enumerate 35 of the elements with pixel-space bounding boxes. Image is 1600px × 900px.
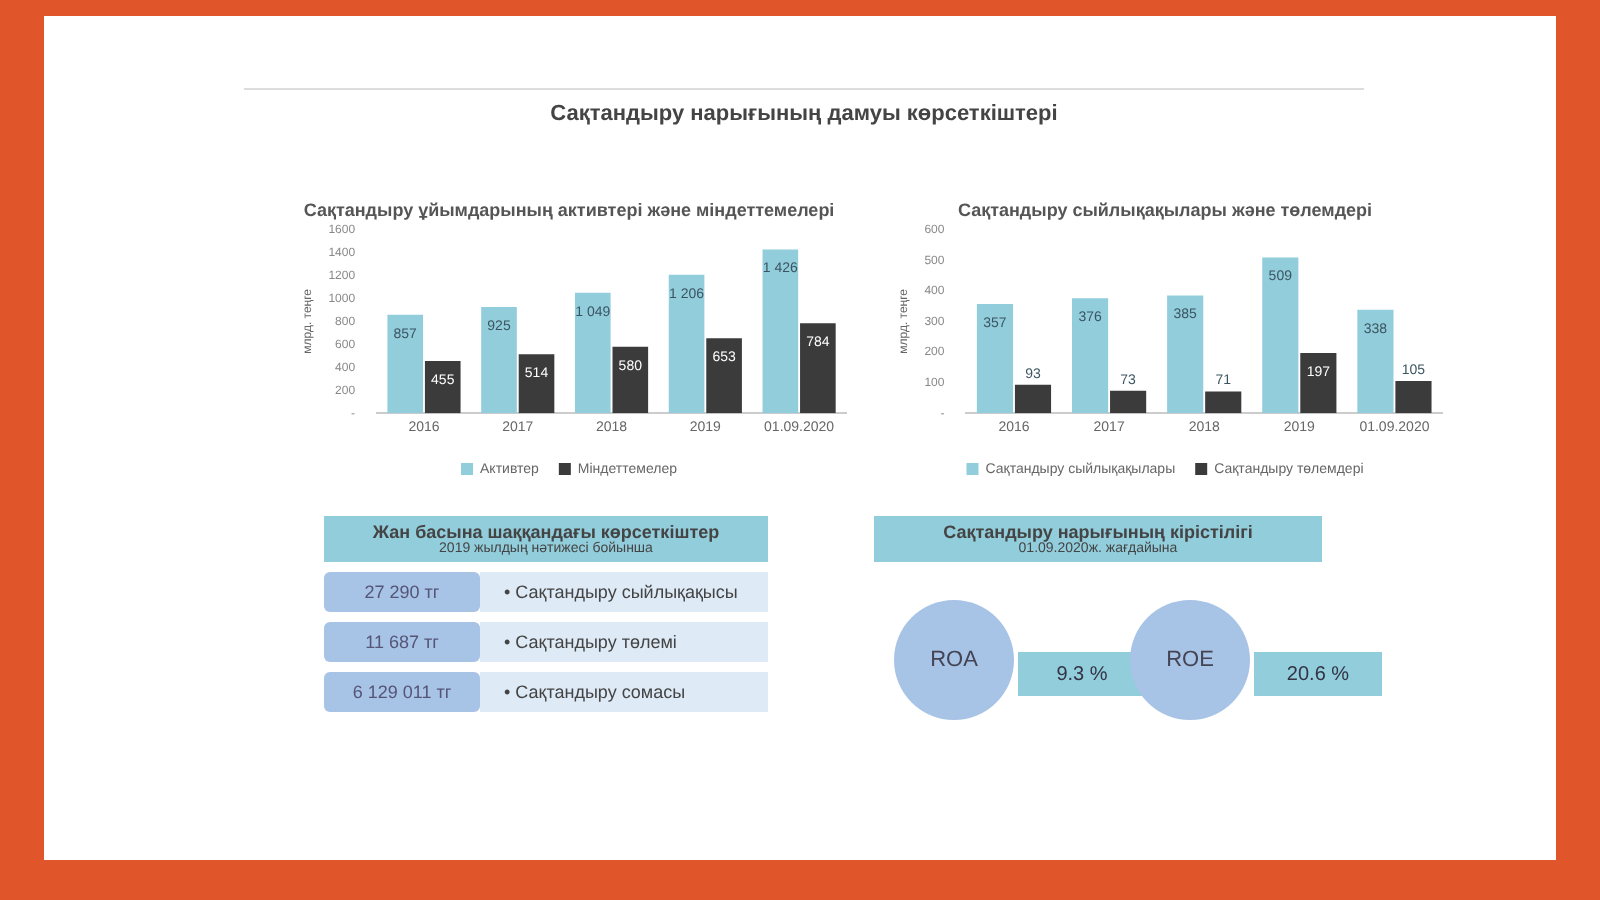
text: Сақтандыру нарығының кірістілігі xyxy=(941,522,1255,542)
text: Сақтандыру нарығының дамуы көрсеткіштері xyxy=(244,88,1364,126)
chart-title: Сақтандыру ұйымдарының активтері және міндеттемелері xyxy=(303,199,835,220)
bar xyxy=(1262,257,1299,414)
bar xyxy=(706,338,742,414)
bar xyxy=(387,314,424,414)
category-label: ROE xyxy=(1130,600,1250,720)
bar xyxy=(481,307,517,414)
bar xyxy=(1395,381,1432,414)
bar xyxy=(1167,295,1204,414)
chart-title: Сақтандыру сыйлықақылары және төлемдері xyxy=(957,199,1373,220)
bar xyxy=(574,292,611,414)
text: 9.3 % xyxy=(1056,663,1108,685)
bar xyxy=(1110,390,1147,414)
bar xyxy=(612,346,649,414)
bar xyxy=(1205,391,1242,414)
bar xyxy=(1357,309,1394,414)
bar xyxy=(518,354,555,414)
text: Жан басына шаққандағы көрсеткіштер xyxy=(370,522,722,542)
bar xyxy=(976,303,1014,414)
category-label: • Сақтандыру сомасы xyxy=(480,672,768,712)
bar xyxy=(1072,298,1109,414)
text: 6 129 011 тг xyxy=(352,682,452,702)
bar xyxy=(1014,384,1052,414)
bar xyxy=(668,274,705,414)
bar xyxy=(762,249,799,414)
bar xyxy=(1300,352,1337,414)
text: 20.6 % xyxy=(1286,663,1350,685)
text: 27 290 тг xyxy=(364,582,440,602)
text: 11 687 тг xyxy=(365,632,439,652)
category-label: ROA xyxy=(894,600,1014,720)
bar xyxy=(800,323,836,414)
category-label: • Сақтандыру төлемі xyxy=(480,622,768,662)
category-label: • Сақтандыру сыйлықақысы xyxy=(480,572,768,612)
bar xyxy=(424,360,461,414)
